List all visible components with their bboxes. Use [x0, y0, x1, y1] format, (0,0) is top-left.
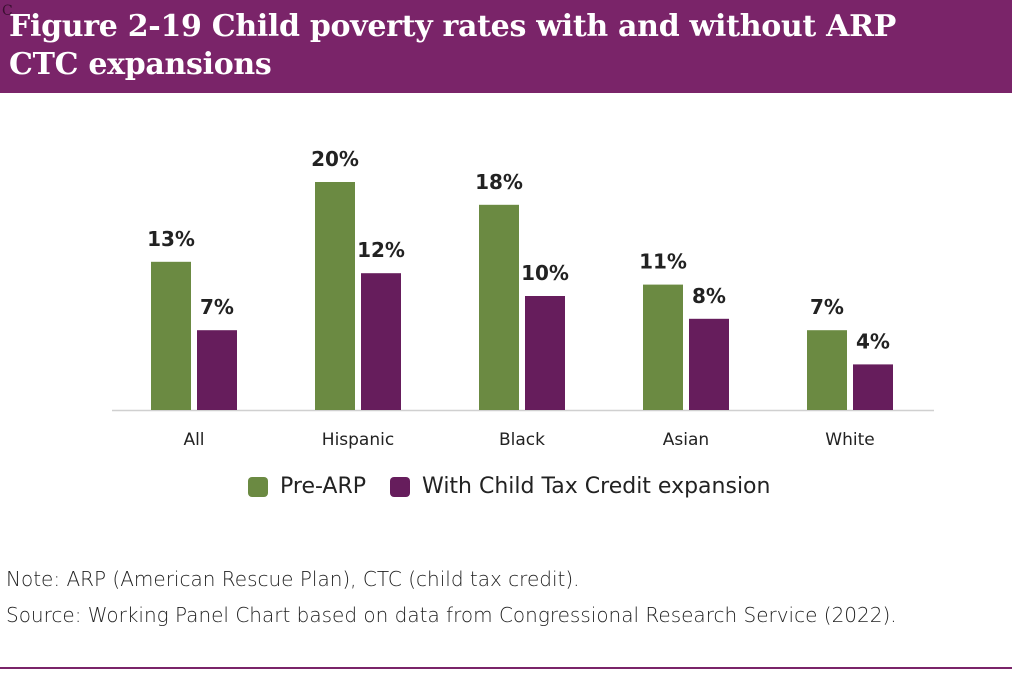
source-text: Source: Working Panel Chart based on dat…	[6, 603, 897, 627]
corner-mark: C	[2, 3, 13, 19]
legend-swatch-ctc	[390, 476, 411, 497]
figure-title-line-1: Figure 2-19 Child poverty rates with and…	[9, 9, 896, 44]
legend-label-pre-arp: Pre-ARP	[280, 474, 367, 499]
data-label-hispanic-series-0: 20%	[311, 147, 359, 171]
category-label-white: White	[825, 430, 874, 450]
bar-chart: 13% 7% All 20% 12% Hispanic 18% 10% Black 11%8% As…	[112, 147, 934, 450]
bar-hispanic-series-1	[361, 273, 401, 410]
legend-item-ctc: With Child Tax Credit expansion	[390, 474, 770, 499]
bar-asian-series-1	[689, 318, 729, 410]
bottom-rule	[0, 667, 1012, 669]
data-label-black-series-1: 10%	[521, 261, 569, 285]
bar-all-series-0	[151, 261, 191, 410]
bar-black-series-1	[525, 296, 565, 410]
category-label-all: All	[183, 430, 204, 450]
data-label-hispanic-series-1: 12%	[357, 238, 405, 262]
category-label-hispanic: Hispanic	[322, 430, 394, 450]
bar-white-series-0	[807, 330, 847, 410]
bar-all-series-1	[197, 330, 237, 410]
category-label-asian: Asian	[663, 430, 709, 450]
data-label-asian-series-0: 11%	[639, 250, 687, 274]
data-label-white-series-0: 7%	[810, 295, 844, 319]
legend-swatch-pre-arp	[248, 476, 268, 497]
legend-label-ctc: With Child Tax Credit expansion	[422, 474, 771, 499]
bar-asian-series-0	[643, 284, 683, 410]
data-label-all-series-0: 13%	[147, 227, 195, 251]
legend-item-pre-arp: Pre-ARP	[248, 474, 366, 499]
data-label-asian-series-1: 8%	[692, 284, 726, 308]
data-label-all-series-1: 7%	[200, 295, 234, 319]
note-text: Note: ARP (American Rescue Plan), CTC (c…	[6, 567, 580, 591]
bar-white-series-1	[853, 364, 893, 410]
bar-black-series-0	[479, 204, 519, 410]
figure-notes: Note: ARP (American Rescue Plan), CTC (c…	[6, 561, 897, 633]
bar-hispanic-series-0	[315, 182, 355, 410]
figure-title-line-2: CTC expansions	[9, 47, 272, 82]
category-label-black: Black	[499, 430, 545, 450]
figure-header: C Figure 2-19 Child poverty rates with a…	[0, 0, 1012, 93]
data-label-white-series-1: 4%	[856, 329, 890, 353]
data-label-black-series-0: 18%	[475, 170, 523, 194]
chart-legend: Pre-ARP With Child Tax Credit expansion	[248, 474, 794, 499]
